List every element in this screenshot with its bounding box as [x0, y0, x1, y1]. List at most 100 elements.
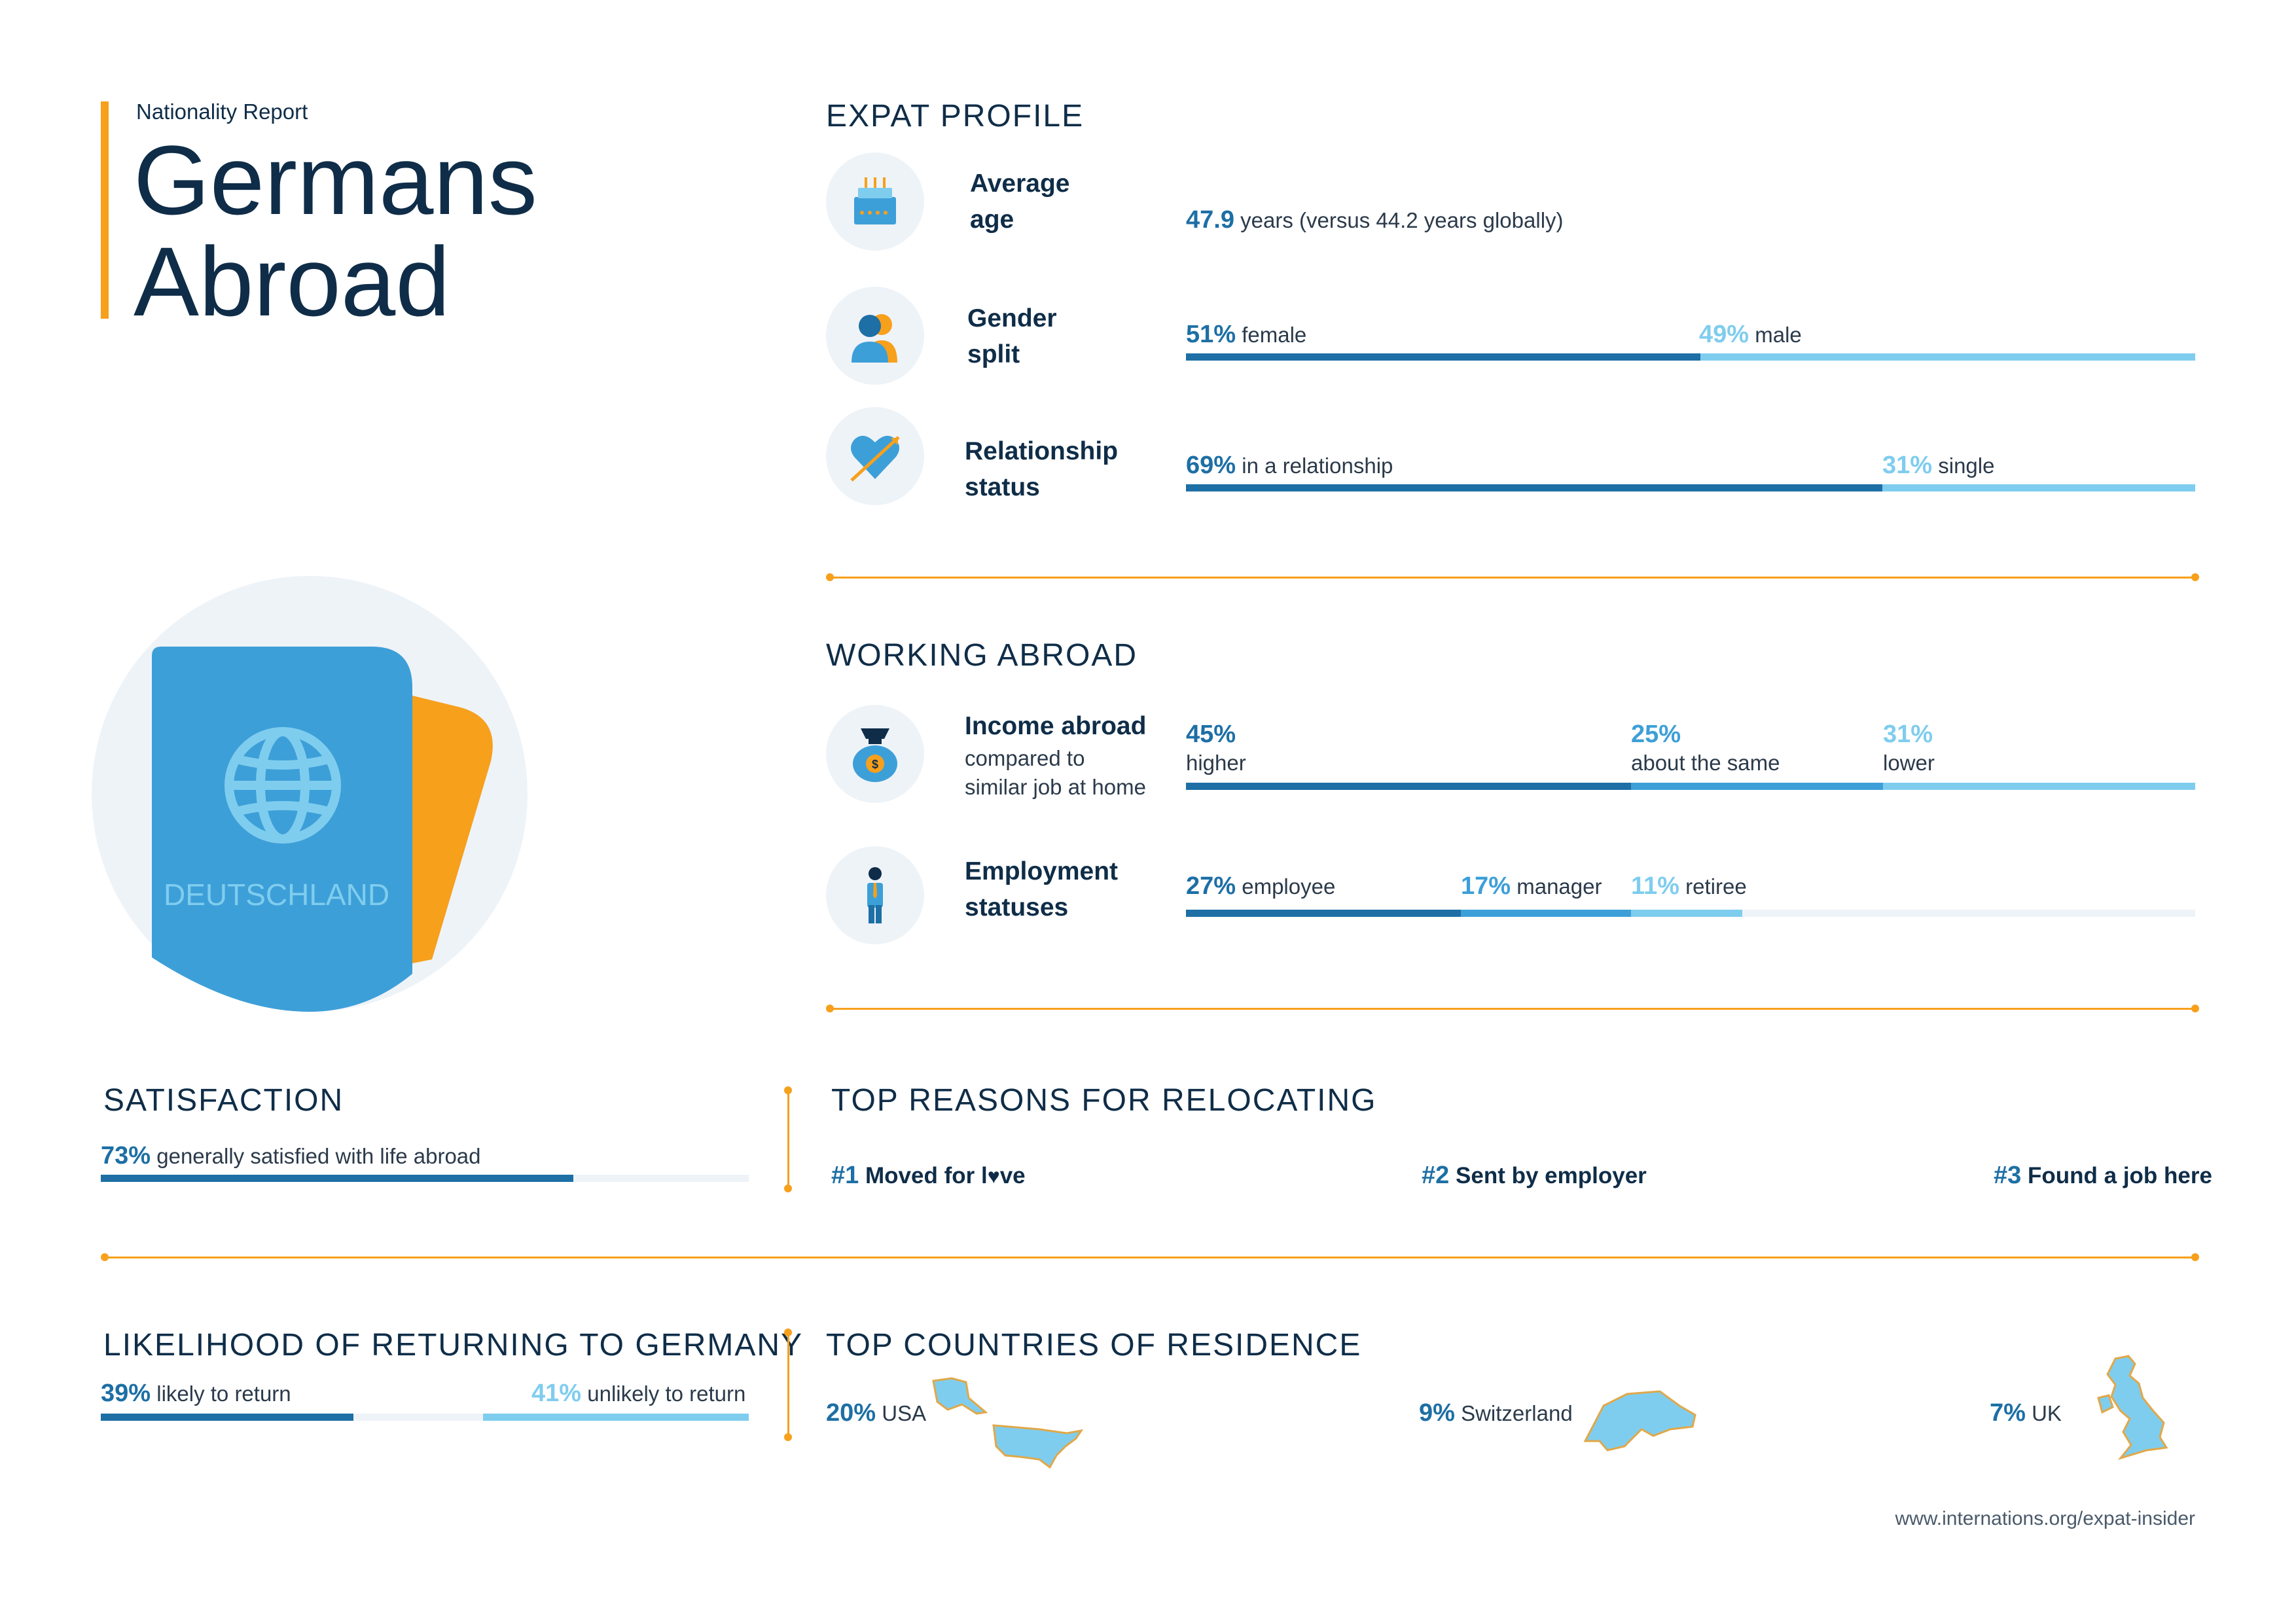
retiree-text: retiree	[1685, 874, 1747, 899]
satisfaction-bar	[101, 1175, 573, 1182]
in-relationship-text: in a relationship	[1242, 454, 1393, 478]
income-label-sub2: similar job at home	[965, 775, 1146, 799]
reason-3: #3 Found a job here	[1994, 1162, 2212, 1190]
reason-1-text-after: ve	[999, 1163, 1026, 1188]
divider-dot	[2191, 1253, 2199, 1261]
usa-name: USA	[882, 1401, 927, 1425]
retiree-percent: 11%	[1631, 872, 1679, 900]
uk-map-icon	[2097, 1355, 2168, 1460]
male-text: male	[1755, 323, 1802, 347]
reason-1-text-before: Moved for l	[865, 1163, 988, 1188]
money-bag-icon: $	[853, 728, 897, 782]
manager-text: manager	[1516, 874, 1602, 899]
gender-label-line2: split	[967, 340, 1020, 368]
age-text: years (versus 44.2 years globally)	[1240, 208, 1564, 232]
section-divider-3	[105, 1257, 2195, 1258]
income-bar-lower	[1883, 783, 2195, 790]
globe-icon	[224, 727, 341, 844]
divider-dot	[2191, 1005, 2199, 1012]
satisfaction-text: generally satisfied with life abroad	[156, 1144, 481, 1168]
employment-label-line1: Employment	[965, 857, 1119, 885]
reason-2-text: Sent by employer	[1456, 1163, 1647, 1188]
section-divider-2	[830, 1008, 2195, 1010]
reason-3-rank: #3	[1994, 1162, 2022, 1189]
returning-unlikely-value: 41% unlikely to return	[531, 1380, 745, 1408]
income-lower-text: lower	[1883, 751, 1935, 775]
age-icon-circle	[826, 152, 924, 251]
satisfaction-percent: 73%	[101, 1142, 151, 1169]
female-percent: 51%	[1186, 321, 1236, 348]
svg-text:$: $	[872, 758, 878, 771]
returning-likely-value: 39% likely to return	[101, 1380, 291, 1408]
section-divider-1	[830, 577, 2195, 579]
employee-text: employee	[1242, 874, 1336, 899]
unlikely-text: unlikely to return	[587, 1382, 746, 1406]
relationship-icon-circle	[826, 407, 924, 505]
switzerland-map-icon	[1583, 1390, 1696, 1452]
reason-1: #1 Moved for l♥ve	[831, 1162, 1026, 1190]
income-label-sub1: compared to	[965, 746, 1085, 770]
employment-bar-manager	[1461, 910, 1631, 917]
single-text: single	[1938, 454, 1995, 478]
reason-2: #2 Sent by employer	[1422, 1162, 1647, 1190]
divider-dot	[784, 1433, 792, 1441]
returning-bar-track	[101, 1414, 749, 1421]
employment-bar-employee	[1186, 910, 1461, 917]
country-usa: 20% USA	[826, 1399, 926, 1427]
employment-bar-retiree	[1631, 910, 1742, 917]
passport-label: DEUTSCHLAND	[164, 878, 390, 912]
income-higher-percent: 45%	[1186, 721, 1236, 748]
relationship-single-value: 31% single	[1882, 452, 1994, 480]
relationship-in-value: 69% in a relationship	[1186, 452, 1393, 480]
income-icon-circle: $	[826, 705, 924, 803]
relationship-label-line1: Relationship	[965, 437, 1119, 465]
country-uk: 7% UK	[1990, 1399, 2062, 1427]
vertical-divider	[787, 1332, 789, 1436]
usa-map-icon	[932, 1377, 1084, 1469]
gender-label-line1: Gender	[967, 304, 1057, 332]
returning-bar-likely	[101, 1414, 353, 1421]
divider-dot	[826, 1005, 834, 1012]
divider-dot	[826, 573, 834, 581]
income-higher-value: 45% higher	[1186, 720, 1246, 777]
in-relationship-percent: 69%	[1186, 452, 1236, 479]
page-title-line2: Abroad	[134, 226, 450, 336]
satisfaction-value: 73% generally satisfied with life abroad	[101, 1142, 481, 1170]
age-number: 47.9	[1186, 206, 1234, 234]
footer-url[interactable]: www.internations.org/expat-insider	[1895, 1508, 2195, 1529]
likely-percent: 39%	[101, 1380, 151, 1407]
returning-heading: LIKELIHOOD OF RETURNING TO GERMANY	[103, 1328, 804, 1363]
birthday-cake-icon	[854, 177, 896, 224]
age-label-line1: Average	[970, 169, 1070, 198]
expat-profile-heading: EXPAT PROFILE	[826, 99, 1085, 134]
age-value: 47.9 years (versus 44.2 years globally)	[1186, 206, 1564, 234]
heart-icon: ♥	[987, 1164, 1000, 1188]
reason-2-rank: #2	[1422, 1162, 1450, 1189]
income-same-percent: 25%	[1631, 721, 1681, 748]
page-title-line1: Germans	[134, 125, 537, 235]
income-bar-higher	[1186, 783, 1631, 790]
employment-icon-circle	[826, 846, 924, 944]
income-label-title: Income abroad	[965, 712, 1147, 740]
single-percent: 31%	[1882, 452, 1933, 479]
relationship-bar-single	[1882, 484, 2195, 491]
age-label-line2: age	[970, 205, 1014, 234]
manager-percent: 17%	[1461, 872, 1511, 900]
likely-text: likely to return	[156, 1382, 291, 1406]
employment-label: Employment statuses	[965, 853, 1118, 925]
country-switzerland: 9% Switzerland	[1419, 1399, 1573, 1427]
income-label: Income abroad compared to similar job at…	[965, 708, 1146, 802]
income-same-text: about the same	[1631, 751, 1780, 775]
divider-dot	[2191, 573, 2199, 581]
title-accent-bar	[101, 101, 109, 319]
income-bar-same	[1631, 783, 1883, 790]
relationship-label-line2: status	[965, 473, 1040, 501]
divider-dot	[784, 1185, 792, 1192]
employment-retiree-value: 11% retiree	[1631, 872, 1747, 901]
uk-name: UK	[2032, 1401, 2062, 1425]
divider-dot	[784, 1329, 792, 1336]
uk-percent: 7%	[1990, 1399, 2026, 1427]
countries-heading: TOP COUNTRIES OF RESIDENCE	[826, 1328, 1362, 1363]
employment-manager-value: 17% manager	[1461, 872, 1602, 901]
income-lower-percent: 31%	[1883, 721, 1933, 748]
